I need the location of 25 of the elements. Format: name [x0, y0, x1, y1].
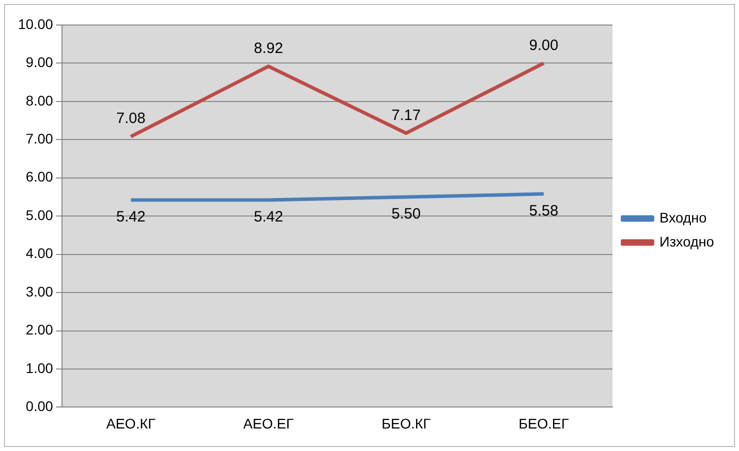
y-tick-label: 2.00	[26, 322, 54, 338]
data-label: 5.58	[529, 202, 558, 220]
y-tick-label: 3.00	[26, 283, 54, 300]
data-label: 5.42	[116, 208, 146, 226]
data-label: 5.50	[391, 206, 421, 223]
y-tick-label: 6.00	[26, 168, 54, 185]
data-label: 7.17	[391, 106, 421, 124]
y-tick-label: 4.00	[26, 245, 54, 262]
x-tick-label: БЕО.ЕГ	[518, 415, 570, 432]
data-label: 9.00	[529, 36, 558, 54]
data-label: 8.92	[254, 40, 284, 57]
y-tick-label: 9.00	[26, 54, 54, 70]
y-tick-label: 7.00	[26, 130, 54, 147]
y-tick-label: 1.00	[26, 360, 54, 376]
legend-label: Входно	[660, 209, 707, 226]
y-tick-label: 5.00	[26, 206, 54, 223]
y-tick-label: 0.00	[26, 398, 54, 414]
x-tick-label: БЕО.КГ	[382, 415, 432, 432]
data-label: 5.42	[254, 208, 284, 226]
x-tick-label: АЕО.ЕГ	[243, 415, 294, 432]
y-tick-label: 10.00	[18, 16, 54, 32]
legend-label: Изходно	[660, 233, 714, 250]
data-label: 7.08	[116, 110, 146, 128]
x-tick-label: АЕО.КГ	[106, 415, 156, 432]
y-tick-label: 8.00	[26, 92, 54, 108]
